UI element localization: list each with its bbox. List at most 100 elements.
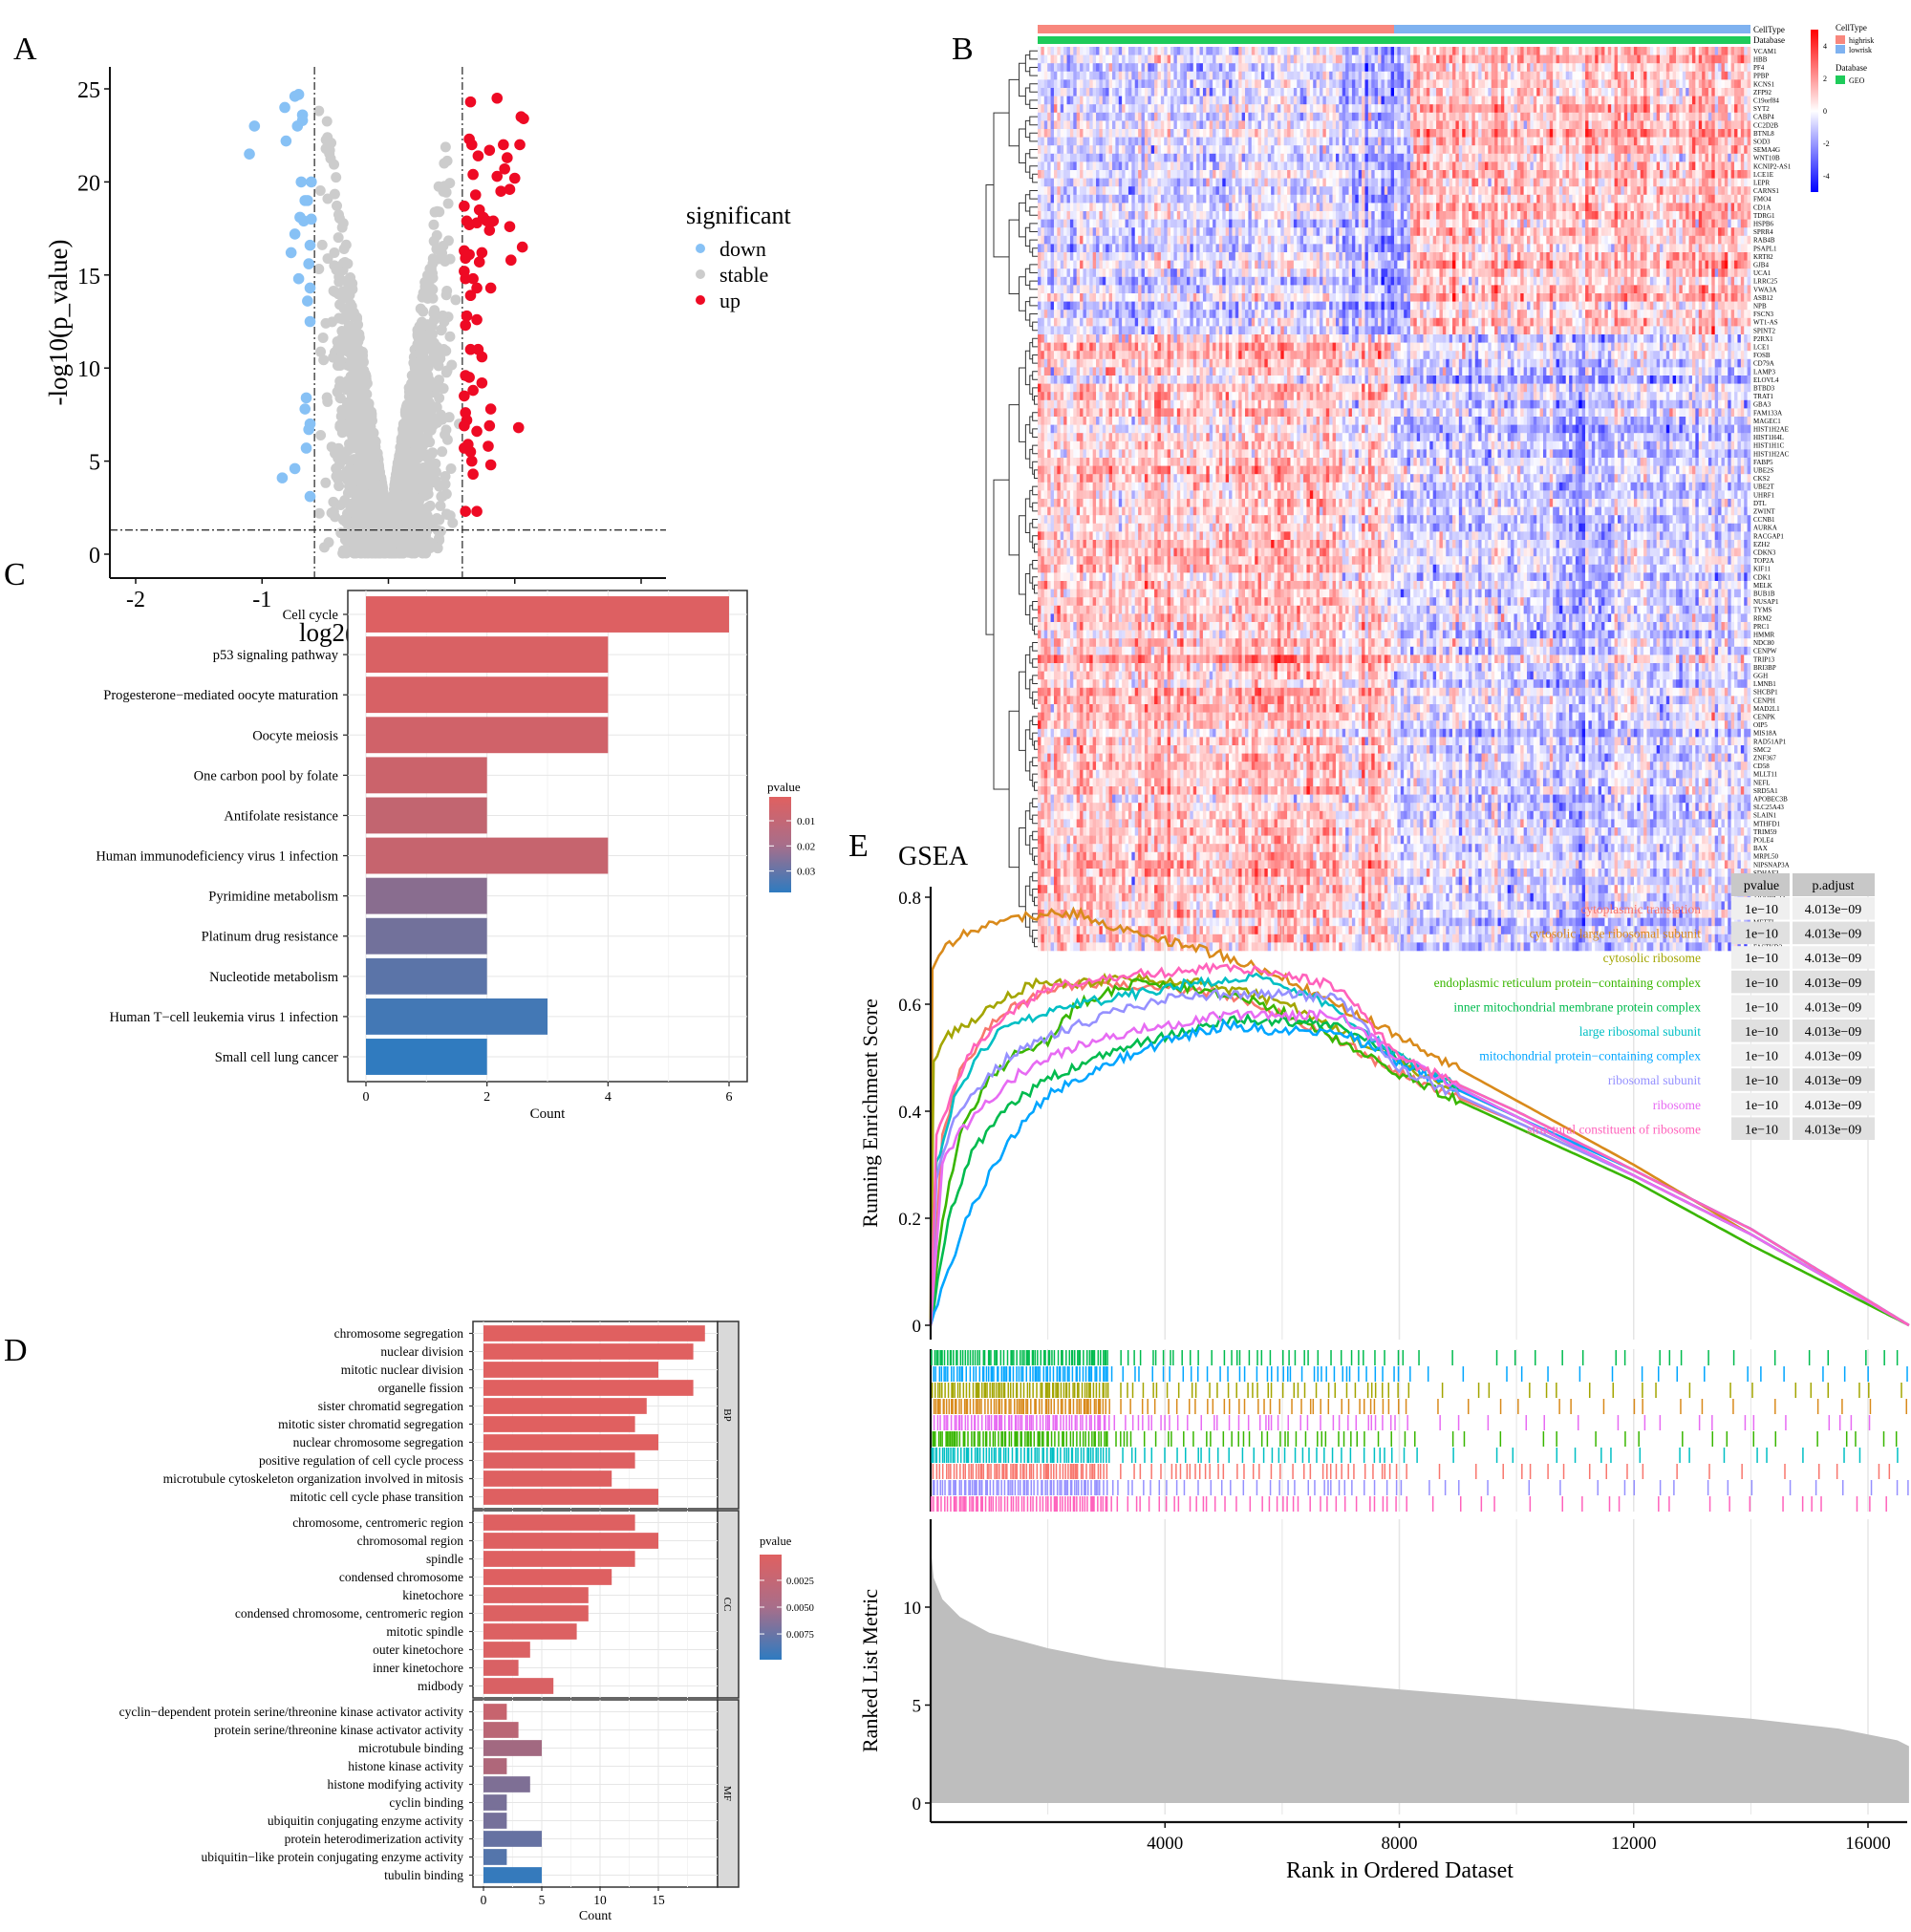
heatmap-cell	[1449, 112, 1453, 121]
heatmap-cell	[1332, 104, 1337, 114]
heatmap-cell	[1206, 120, 1211, 130]
heatmap-cell	[1053, 88, 1058, 97]
heatmap-cell	[1539, 63, 1544, 73]
heatmap-cell	[1108, 71, 1113, 80]
heatmap-cell	[1572, 63, 1577, 73]
heatmap-cell	[1565, 71, 1570, 80]
heatmap-cell	[1154, 47, 1158, 55]
heatmap-cell	[1714, 104, 1719, 114]
heatmap-cell	[1213, 63, 1216, 73]
heatmap-cell	[1533, 47, 1537, 55]
heatmap-cell	[1384, 112, 1388, 121]
heatmap-cell	[1536, 79, 1540, 89]
heatmap-cell	[1196, 47, 1200, 55]
heatmap-cell	[1367, 79, 1372, 89]
stable-point	[442, 198, 454, 209]
heatmap-cell	[1471, 63, 1476, 73]
heatmap-cell	[1280, 96, 1285, 105]
heatmap-cell	[1497, 88, 1502, 97]
down-point	[289, 462, 301, 475]
heatmap-cell	[1575, 79, 1579, 89]
heatmap-cell	[1325, 71, 1330, 80]
heatmap-cell	[1138, 54, 1142, 64]
heatmap-cell	[1718, 54, 1722, 64]
heatmap-cell	[1381, 79, 1385, 89]
stable-point	[440, 508, 452, 520]
heatmap-cell	[1446, 79, 1449, 89]
heatmap-cell	[1549, 63, 1554, 73]
heatmap-cell	[1374, 54, 1379, 64]
heatmap-cell	[1080, 71, 1084, 80]
heatmap-cell	[1695, 112, 1700, 121]
heatmap-cell	[1306, 63, 1311, 73]
heatmap-cell	[1255, 54, 1258, 64]
heatmap-cell	[1465, 88, 1470, 97]
heatmap-cell	[1202, 63, 1207, 73]
up-point	[467, 168, 479, 181]
heatmap-cell	[1491, 88, 1495, 97]
up-point	[471, 505, 483, 517]
heatmap-cell	[1539, 112, 1544, 121]
heatmap-cell	[1484, 71, 1489, 80]
heatmap-cell	[1111, 120, 1116, 130]
heatmap-cell	[1520, 71, 1524, 80]
heatmap-cell	[1089, 120, 1093, 130]
heatmap-cell	[1083, 96, 1087, 105]
heatmap-cell	[1468, 71, 1472, 80]
heatmap-cell	[1442, 104, 1447, 114]
heatmap-cell	[1092, 112, 1097, 121]
heatmap-cell	[1695, 54, 1700, 64]
heatmap-cell	[1707, 96, 1712, 105]
heatmap-cell	[1462, 54, 1466, 64]
heatmap-cell	[1092, 47, 1097, 55]
heatmap-cell	[1173, 54, 1178, 64]
stable-point	[357, 366, 369, 377]
heatmap-cell	[1085, 79, 1090, 89]
heatmap-cell	[1426, 120, 1430, 130]
heatmap-cell	[1484, 54, 1489, 64]
y-tick-label: 5	[89, 451, 100, 476]
heatmap-cell	[1313, 63, 1317, 73]
heatmap-cell	[1536, 63, 1540, 73]
heatmap-cell	[1144, 88, 1149, 97]
heatmap-cell	[1125, 129, 1129, 138]
heatmap-cell	[1322, 47, 1327, 55]
heatmap-cell	[1633, 54, 1638, 64]
heatmap-cell	[1170, 47, 1174, 55]
heatmap-cell	[1183, 47, 1188, 55]
heatmap-cell	[1157, 79, 1162, 89]
heatmap-cell	[1484, 47, 1489, 55]
heatmap-cell	[1229, 120, 1233, 130]
heatmap-cell	[1643, 120, 1647, 130]
up-point	[463, 372, 475, 383]
heatmap-cell	[1627, 96, 1631, 105]
heatmap-cell	[1442, 88, 1447, 97]
down-point	[292, 89, 305, 100]
heatmap-cell	[1721, 96, 1726, 105]
heatmap-cell	[1491, 71, 1495, 80]
heatmap-cell	[1351, 120, 1356, 130]
heatmap-cell	[1527, 47, 1531, 55]
heatmap-cell	[1474, 96, 1479, 105]
down-point	[304, 490, 316, 503]
heatmap-cell	[1089, 47, 1093, 55]
heatmap-cell	[1705, 112, 1709, 121]
heatmap-cell	[1562, 112, 1567, 121]
down-point	[303, 423, 314, 436]
heatmap-cell	[1160, 71, 1165, 80]
heatmap-cell	[1154, 120, 1158, 130]
heatmap-cell	[1241, 47, 1246, 55]
heatmap-cell	[1160, 54, 1165, 64]
heatmap-cell	[1378, 54, 1382, 64]
heatmap-cell	[1241, 96, 1246, 105]
heatmap-cell	[1213, 71, 1216, 80]
stable-point	[424, 437, 436, 448]
heatmap-cell	[1442, 63, 1447, 73]
heatmap-cell	[1364, 96, 1369, 105]
heatmap-cell	[1718, 112, 1722, 121]
heatmap-cell	[1549, 71, 1554, 80]
heatmap-cell	[1255, 96, 1258, 105]
heatmap-cell	[1527, 96, 1531, 105]
heatmap-cell	[1206, 79, 1211, 89]
heatmap-cell	[1598, 71, 1602, 80]
